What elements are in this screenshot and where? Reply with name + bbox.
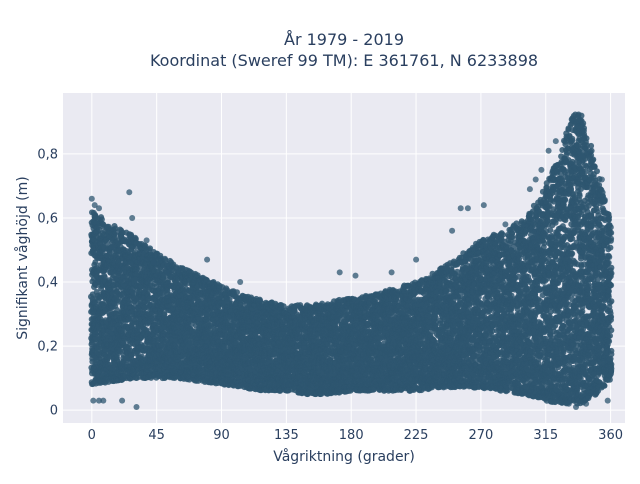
data-point [234, 289, 240, 295]
data-point [112, 223, 118, 229]
data-point [101, 273, 107, 279]
